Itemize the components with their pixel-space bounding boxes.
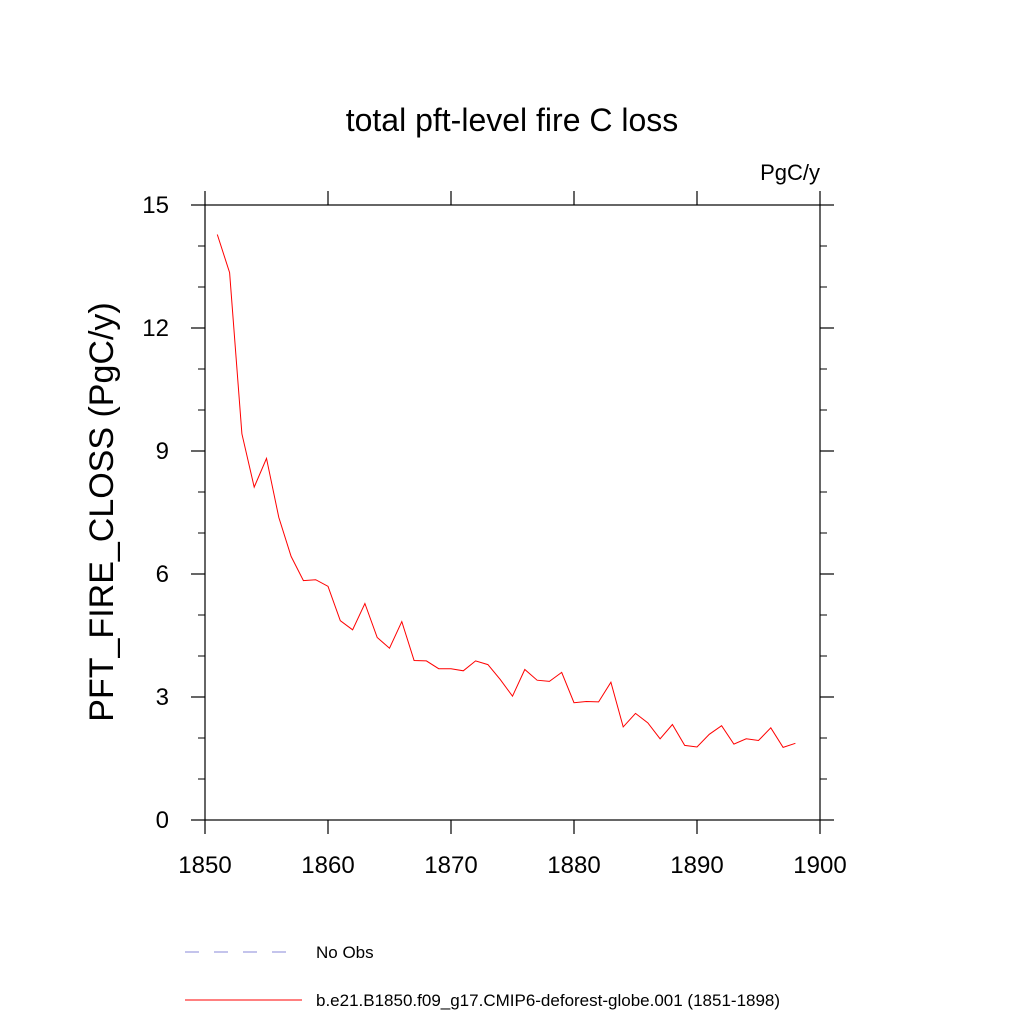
x-tick-label: 1870 [424, 852, 477, 879]
series-layer [216, 234, 796, 748]
x-tick-label: 1900 [793, 852, 846, 879]
y-tick-label: 12 [142, 315, 169, 342]
y-axis-label: PFT_FIRE_CLOSS (PgC/y) [83, 302, 121, 721]
axes: 1850 1860 1870 1880 1890 1900 0 3 6 9 12 15 [142, 191, 847, 879]
y-tick-label: 0 [156, 807, 169, 834]
x-tick-label: 1850 [178, 852, 231, 879]
x-tick-label: 1890 [670, 852, 723, 879]
legend: No Obs b.e21.B1850.f09_g17.CMIP6-defores… [185, 943, 780, 1010]
units-label: PgC/y [760, 160, 820, 185]
y-tick-label: 9 [156, 438, 169, 465]
y-tick-label: 15 [142, 192, 169, 219]
series-line-0 [216, 234, 796, 748]
y-tick-label: 6 [156, 561, 169, 588]
x-tick-label: 1880 [547, 852, 600, 879]
legend-label-no-obs: No Obs [316, 943, 374, 962]
plot-frame [204, 204, 821, 821]
legend-label-model-run: b.e21.B1850.f09_g17.CMIP6-deforest-globe… [316, 991, 780, 1010]
chart-title: total pft-level fire C loss [346, 102, 679, 138]
x-tick-label: 1860 [301, 852, 354, 879]
y-tick-label: 3 [156, 684, 169, 711]
